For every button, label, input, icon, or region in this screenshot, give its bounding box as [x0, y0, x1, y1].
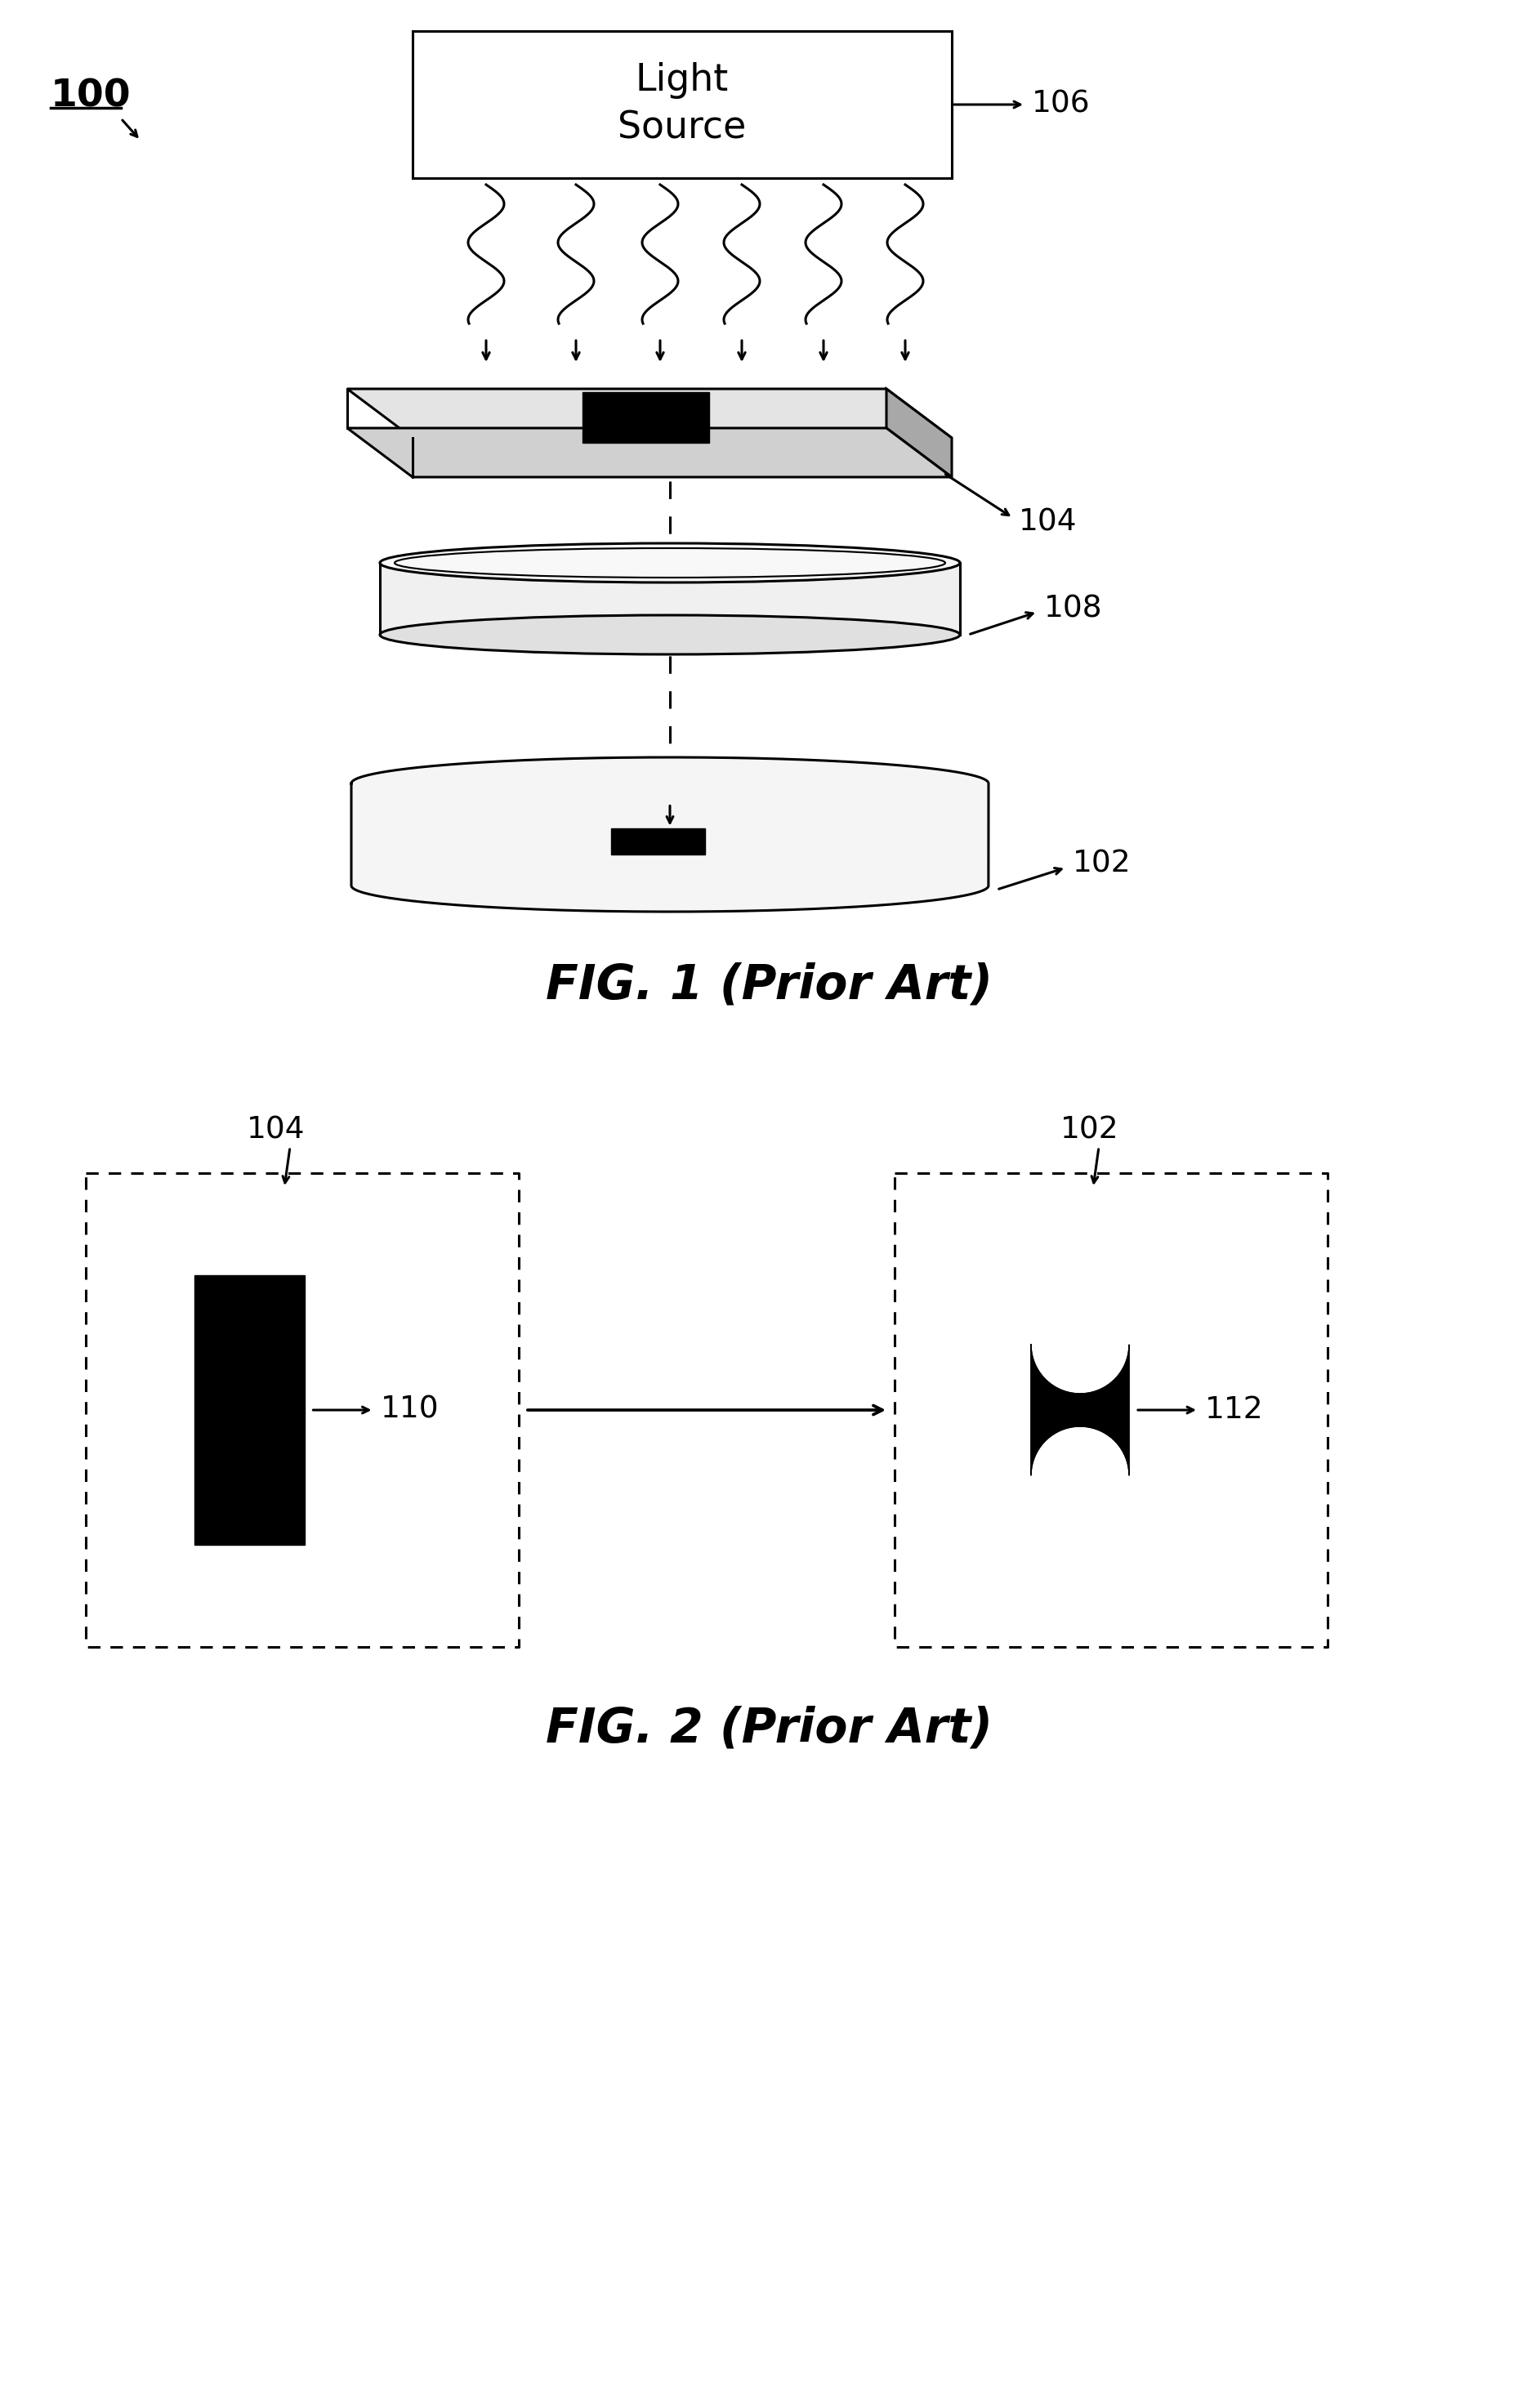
- Polygon shape: [1030, 1344, 1129, 1475]
- Polygon shape: [346, 388, 952, 438]
- Polygon shape: [346, 429, 952, 477]
- Polygon shape: [582, 393, 708, 443]
- Polygon shape: [351, 758, 989, 913]
- Polygon shape: [611, 827, 705, 853]
- Text: 110: 110: [380, 1396, 439, 1425]
- Text: 108: 108: [1044, 593, 1103, 624]
- Polygon shape: [194, 1275, 305, 1544]
- Polygon shape: [887, 388, 952, 477]
- Text: 104: 104: [1019, 508, 1076, 536]
- Text: 106: 106: [1032, 91, 1090, 119]
- Text: 102: 102: [1073, 851, 1132, 879]
- Polygon shape: [380, 562, 959, 634]
- Text: FIG. 2 (Prior Art): FIG. 2 (Prior Art): [547, 1706, 993, 1752]
- Ellipse shape: [380, 615, 959, 655]
- Text: 112: 112: [1204, 1396, 1263, 1425]
- Polygon shape: [413, 31, 952, 179]
- Text: 100: 100: [51, 79, 131, 114]
- Ellipse shape: [380, 543, 959, 581]
- Text: Light
Source: Light Source: [618, 62, 747, 148]
- Text: 104: 104: [246, 1115, 305, 1146]
- Text: FIG. 1 (Prior Art): FIG. 1 (Prior Art): [547, 963, 993, 1008]
- Text: 102: 102: [1061, 1115, 1120, 1146]
